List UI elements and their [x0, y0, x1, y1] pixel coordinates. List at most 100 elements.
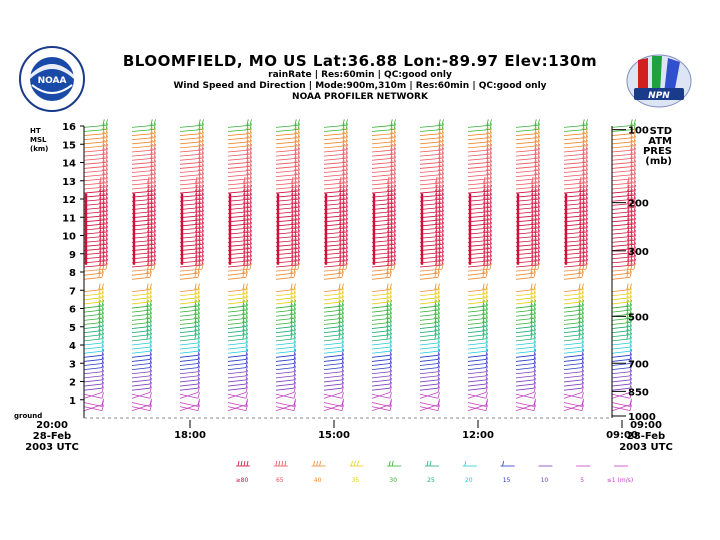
wind-barb [419, 157, 443, 161]
barb-flag [434, 332, 437, 339]
barb-flag [537, 143, 540, 151]
barb-flag [293, 299, 296, 307]
wind-barb [83, 239, 107, 243]
wind-barb [131, 129, 155, 132]
barb-flag [150, 131, 153, 138]
barb-flag [581, 365, 584, 372]
barb-flag [105, 180, 108, 188]
barb-flag [585, 168, 588, 175]
wind-barb [419, 406, 439, 411]
barb-flag [630, 189, 633, 196]
wind-barb [83, 161, 107, 165]
barb-flag [485, 308, 488, 315]
barb-flag [483, 180, 486, 188]
barb-flag [389, 283, 392, 290]
wind-barb [563, 198, 587, 202]
barb-flag [146, 320, 149, 327]
wind-barb [467, 371, 487, 375]
wind-barb [227, 124, 251, 128]
barb-flag [297, 234, 300, 241]
barb-flag [537, 262, 540, 270]
barb-flag [102, 262, 105, 270]
barb-flag [393, 230, 396, 237]
barb-flag [291, 234, 294, 241]
barb-flag [105, 168, 108, 175]
wind-barb [227, 190, 251, 194]
wind-barb [515, 219, 539, 223]
barb-flag [345, 242, 348, 249]
wind-barb [179, 211, 203, 214]
barb-flag [578, 287, 581, 294]
barb-flag [342, 168, 345, 175]
barb-flag [150, 164, 153, 171]
wind-barb [611, 371, 631, 375]
barb-flag [195, 234, 198, 241]
barb-flag [585, 242, 588, 249]
barb-flag [441, 234, 444, 241]
wind-barb [131, 256, 155, 260]
barb-flag [483, 184, 486, 192]
barb-flag [482, 308, 485, 315]
barb-flag [489, 131, 492, 138]
barb-flag [486, 262, 489, 270]
barb-flag [294, 201, 297, 208]
wind-barb [563, 248, 587, 251]
barb-flag [297, 226, 300, 233]
barb-flag [489, 156, 492, 163]
barb-flag [387, 176, 390, 183]
barb-flag [486, 180, 489, 188]
barb-flag [441, 221, 444, 229]
barb-flag [630, 148, 633, 155]
barb-flag [147, 201, 150, 208]
barb-flag [581, 295, 584, 303]
barb-flag [582, 209, 585, 216]
legend-label: 35 [352, 477, 360, 484]
barb-flag [629, 304, 632, 311]
barb-flag [387, 201, 390, 208]
barb-flag [534, 152, 537, 159]
legend-label: 40 [314, 477, 322, 484]
barb-flag [489, 119, 492, 126]
barb-flag [341, 369, 344, 376]
barb-flag [390, 152, 393, 159]
barb-flag [297, 139, 300, 146]
barb-flag [245, 398, 248, 405]
wind-barb [83, 190, 107, 194]
barb-flag [102, 254, 105, 261]
barb-flag [633, 180, 636, 188]
wind-barb [563, 219, 587, 223]
barb-flag [387, 184, 390, 192]
barb-flag [489, 143, 492, 151]
barb-flag [633, 226, 636, 233]
barb-flag [294, 119, 297, 126]
barb-flag [293, 336, 296, 344]
barb-flag [585, 234, 588, 241]
wind-barb [275, 326, 295, 329]
barb-flag [441, 180, 444, 188]
barb-flag [530, 271, 533, 278]
barb-flag [582, 197, 585, 204]
wind-barb [563, 293, 583, 297]
wind-barb [131, 371, 151, 375]
barb-flag [150, 262, 153, 270]
barb-flag [246, 201, 249, 208]
wind-barb [515, 330, 535, 334]
right-tick-label: 300 [628, 247, 649, 258]
barb-flag [387, 238, 390, 245]
barb-flag [393, 209, 396, 216]
wind-barb [323, 354, 343, 358]
barb-flag [585, 156, 588, 163]
barb-flag [582, 172, 585, 179]
wind-barb [323, 326, 343, 329]
barb-flag [437, 295, 440, 303]
barb-flag [483, 250, 486, 257]
wind-barb [323, 330, 343, 334]
barb-flag [537, 209, 540, 216]
barb-flag [387, 197, 390, 204]
barb-flag [198, 148, 201, 155]
barb-flag [297, 164, 300, 171]
barb-flag [105, 213, 108, 220]
wind-barb [371, 190, 395, 194]
wind-barb [227, 141, 251, 145]
barb-flag [105, 184, 108, 192]
